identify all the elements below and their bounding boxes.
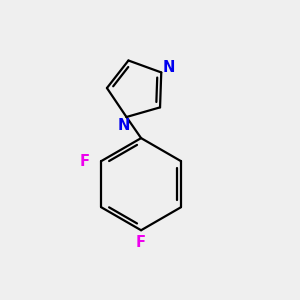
Text: N: N <box>163 60 175 75</box>
Text: F: F <box>80 154 90 169</box>
Text: F: F <box>136 235 146 250</box>
Text: N: N <box>117 118 130 133</box>
